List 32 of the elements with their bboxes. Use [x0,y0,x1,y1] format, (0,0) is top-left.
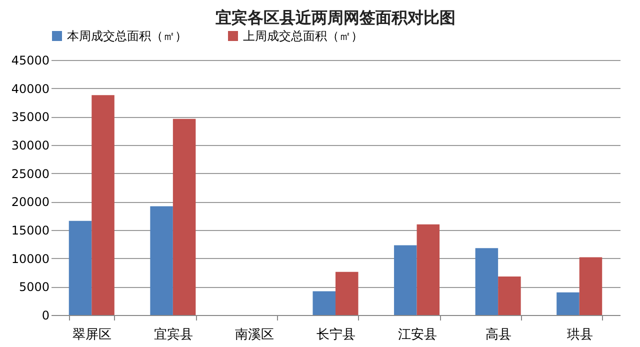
x-tick-label: 宜宾县 [154,326,193,342]
legend-label: 上周成交总面积（㎡） [243,29,363,43]
y-tick-label: 0 [42,308,50,322]
bar [556,292,580,315]
bar [312,291,336,315]
bar [150,206,173,315]
bar [92,95,114,315]
bar [416,224,440,315]
x-tick-label: 南溪区 [235,328,274,342]
bar [172,118,196,315]
y-tick-label: 30000 [11,138,50,152]
bar [68,220,92,315]
legend-label: 本周成交总面积（㎡） [67,29,187,43]
y-tick-label: 15000 [11,224,50,238]
y-tick-label: 35000 [11,110,50,124]
y-tick-label: 45000 [11,54,50,68]
x-tick-label: 长宁县 [316,326,356,342]
chart-title: 宜宾各区县近两周网签面积对比图 [216,8,456,27]
y-tick-label: 25000 [11,166,50,181]
bar [394,245,417,315]
y-tick-label: 40000 [11,82,50,96]
y-tick-label: 5000 [18,280,50,294]
bar [498,276,521,315]
bar [579,257,602,315]
bar [475,248,498,315]
bar [336,272,358,315]
x-tick-label: 珙县 [566,328,593,342]
y-tick-label: 10000 [11,252,50,266]
x-tick-label: 翠屏区 [72,328,112,342]
x-tick-label: 高县 [486,326,512,342]
x-tick-label: 江安县 [398,326,437,342]
y-tick-label: 20000 [11,195,50,210]
